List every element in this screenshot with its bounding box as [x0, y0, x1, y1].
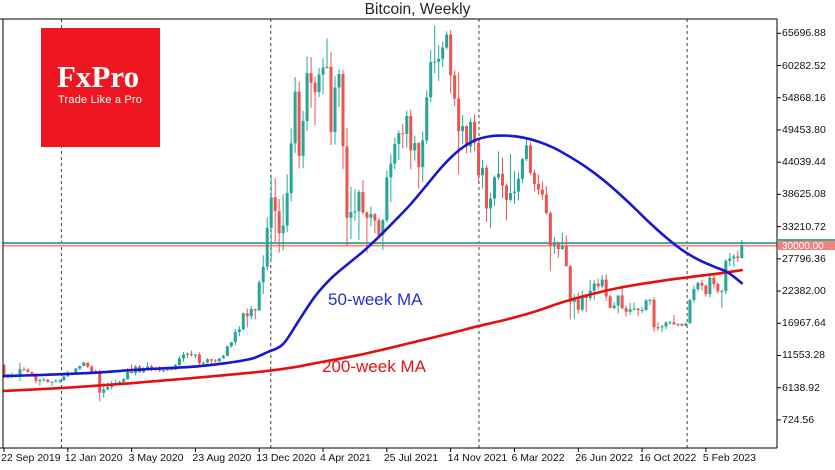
x-tick-label: 14 Nov 2021 — [447, 452, 508, 464]
fxpro-logo: FxPro Trade Like a Pro — [41, 28, 160, 147]
candles-layer — [2, 25, 744, 402]
y-tick-label: 65696.88 — [782, 27, 826, 40]
ma50-line — [2, 134, 744, 378]
x-tick-label: 22 Sep 2019 — [1, 452, 61, 464]
y-tick-label: 44039.44 — [782, 156, 826, 169]
axis-ticks — [3, 32, 781, 452]
y-tick-label: 38625.08 — [782, 188, 826, 201]
x-tick-label: 23 Aug 2020 — [192, 452, 252, 464]
x-tick-label: 6 Mar 2022 — [511, 452, 565, 464]
y-tick-label: 49453.80 — [782, 123, 826, 136]
x-tick-label: 13 Dec 2020 — [256, 452, 316, 464]
y-tick-label: 27796.36 — [782, 252, 826, 265]
ma50-label: 50-week MA — [328, 290, 423, 309]
y-tick-label: 33210.72 — [782, 220, 826, 233]
x-tick-label: 3 May 2020 — [128, 452, 184, 464]
y-tick-label: 724.56 — [782, 413, 815, 426]
fxpro-wordmark: FxPro — [57, 59, 140, 94]
x-tick-label: 26 Jun 2022 — [575, 452, 634, 464]
x-tick-label: 5 Feb 2023 — [702, 452, 757, 464]
y-tick-label: 11553.28 — [782, 349, 826, 362]
ma200-label: 200-week MA — [322, 357, 426, 376]
y-tick-label: 60282.52 — [782, 59, 826, 72]
fxpro-tagline: Trade Like a Pro — [58, 94, 143, 106]
y-tick-label: 6138.92 — [782, 381, 820, 394]
current-price-tag: 30000.00 — [778, 239, 835, 252]
x-tick-label: 16 Oct 2022 — [639, 452, 697, 464]
plot-border — [0, 18, 778, 449]
chart-title: Bitcoin, Weekly — [364, 1, 471, 18]
x-tick-label: 25 Jul 2021 — [383, 452, 439, 464]
ma200-line — [2, 268, 744, 393]
x-tick-label: 4 Apr 2021 — [320, 452, 371, 464]
x-tick-label: 12 Jan 2020 — [64, 452, 123, 464]
y-tick-label: 16967.64 — [782, 317, 826, 330]
y-tick-label: 22382.00 — [782, 285, 826, 298]
y-tick-label: 54868.16 — [782, 91, 826, 104]
